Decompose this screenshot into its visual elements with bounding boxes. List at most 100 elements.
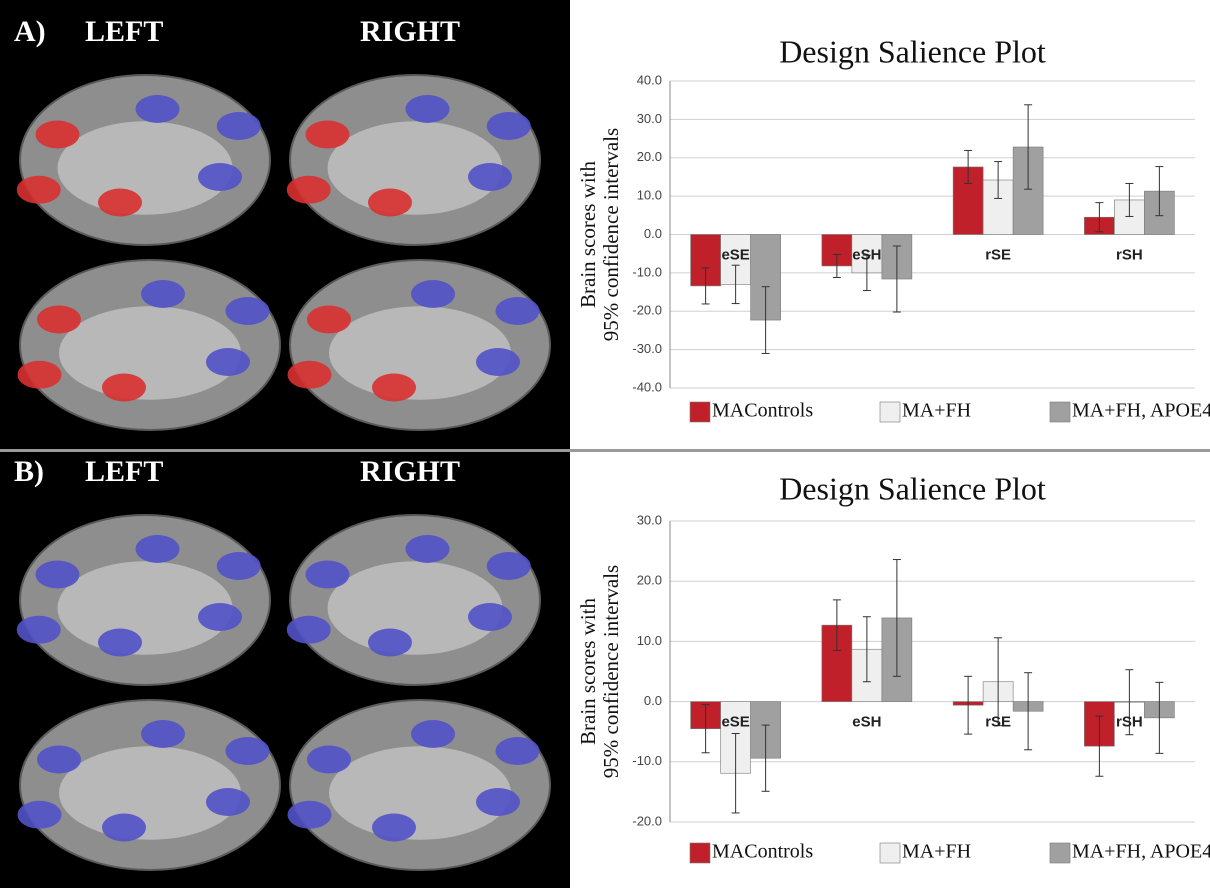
brain-inner bbox=[57, 121, 233, 215]
category-label: rSH bbox=[1116, 246, 1143, 263]
y-tick-label: 20.0 bbox=[637, 149, 662, 164]
y-tick-label: 0.0 bbox=[644, 226, 662, 241]
activation bbox=[287, 800, 332, 829]
error-bar bbox=[761, 286, 770, 354]
legend-label: MA+FH bbox=[902, 400, 971, 422]
activation bbox=[368, 188, 412, 217]
legend-label: MA+FH bbox=[902, 841, 971, 863]
y-tick-label: -10.0 bbox=[632, 753, 662, 768]
y-tick-label: 0.0 bbox=[644, 693, 662, 708]
activation bbox=[225, 737, 270, 765]
chart-title: Design Salience Plot bbox=[779, 470, 1046, 506]
error-bar bbox=[1024, 672, 1033, 751]
y-tick-label: 10.0 bbox=[637, 633, 662, 648]
activation bbox=[486, 112, 531, 140]
error-bar bbox=[994, 161, 1003, 199]
legend-label: MA+FH, APOE4 bbox=[1072, 400, 1210, 422]
legend-swatch bbox=[879, 401, 901, 423]
activation bbox=[206, 788, 250, 816]
activation bbox=[206, 348, 250, 376]
activation bbox=[17, 800, 62, 829]
activation bbox=[411, 280, 455, 308]
activation bbox=[486, 552, 531, 580]
error-bar bbox=[832, 253, 841, 278]
bar bbox=[982, 179, 1014, 235]
error-bar bbox=[1095, 202, 1104, 233]
activation bbox=[286, 615, 331, 644]
legend-label: MAControls bbox=[712, 841, 813, 863]
brain-inner bbox=[57, 561, 233, 655]
y-tick-label: -10.0 bbox=[632, 264, 662, 279]
activation bbox=[135, 95, 180, 123]
category-label: eSE bbox=[721, 246, 749, 263]
error-bar bbox=[1024, 104, 1033, 190]
error-bar bbox=[701, 704, 710, 754]
error-bar bbox=[1095, 715, 1104, 777]
chart-title: Design Salience Plot bbox=[779, 33, 1046, 69]
y-tick-label: 20.0 bbox=[637, 573, 662, 588]
legend-swatch bbox=[879, 842, 901, 864]
error-bar bbox=[761, 724, 770, 792]
activation bbox=[307, 745, 351, 774]
hemisphere-label: LEFT bbox=[85, 455, 163, 488]
activation bbox=[102, 373, 146, 402]
category-label: rSE bbox=[985, 714, 1011, 731]
error-bar bbox=[994, 637, 1003, 727]
error-bar bbox=[731, 264, 740, 305]
y-axis-label: 95% confidence intervals bbox=[599, 565, 623, 778]
error-bar bbox=[862, 616, 871, 683]
activation bbox=[35, 560, 80, 589]
error-bar bbox=[892, 245, 901, 313]
panel-label: A) bbox=[14, 15, 46, 48]
activation bbox=[225, 297, 270, 325]
error-bar bbox=[832, 599, 841, 651]
brain-inner bbox=[327, 121, 503, 215]
activation bbox=[135, 535, 180, 563]
error-bar bbox=[731, 733, 740, 814]
y-axis-label: 95% confidence intervals bbox=[599, 128, 623, 341]
activation bbox=[35, 120, 80, 149]
y-tick-label: 40.0 bbox=[637, 72, 662, 87]
activation bbox=[405, 95, 450, 123]
activation bbox=[16, 615, 61, 644]
divider bbox=[0, 449, 1210, 452]
activation bbox=[287, 360, 332, 389]
activation bbox=[286, 175, 331, 204]
y-tick-label: -30.0 bbox=[632, 341, 662, 356]
error-bar bbox=[1125, 182, 1134, 217]
error-bar bbox=[862, 254, 871, 292]
activation bbox=[405, 535, 450, 563]
activation bbox=[468, 163, 512, 191]
activation bbox=[476, 348, 520, 376]
activation bbox=[495, 737, 540, 765]
legend-label: MA+FH, APOE4 bbox=[1072, 841, 1210, 863]
activation bbox=[372, 373, 416, 402]
activation bbox=[16, 175, 61, 204]
brain-inner bbox=[327, 561, 503, 655]
y-tick-label: -20.0 bbox=[632, 303, 662, 318]
activation bbox=[17, 360, 62, 389]
brain-images bbox=[16, 74, 551, 871]
error-bar bbox=[1155, 681, 1164, 754]
category-label: eSH bbox=[852, 246, 881, 263]
activation bbox=[98, 188, 142, 217]
y-axis-label: Brain scores with bbox=[576, 598, 600, 745]
category-label: eSH bbox=[852, 714, 881, 731]
activation bbox=[368, 628, 412, 657]
activation bbox=[37, 305, 81, 334]
activation bbox=[216, 112, 261, 140]
activation bbox=[141, 720, 185, 748]
brain-inner bbox=[59, 306, 241, 400]
brain-inner bbox=[329, 306, 511, 400]
error-bar bbox=[1155, 166, 1164, 217]
activation bbox=[411, 720, 455, 748]
y-tick-label: 10.0 bbox=[637, 188, 662, 203]
legend-swatch bbox=[689, 401, 711, 423]
error-bar bbox=[892, 559, 901, 677]
y-tick-label: 30.0 bbox=[637, 512, 662, 527]
category-label: rSE bbox=[985, 246, 1011, 263]
activation bbox=[216, 552, 261, 580]
activation bbox=[307, 305, 351, 334]
legend-swatch bbox=[689, 842, 711, 864]
